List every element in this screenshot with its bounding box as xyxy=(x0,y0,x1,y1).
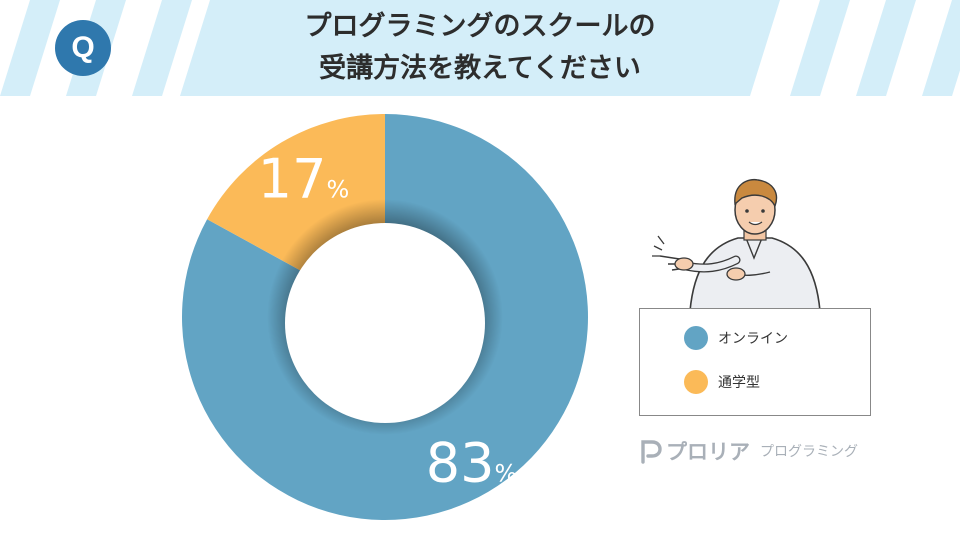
slice-value-commute: 17 xyxy=(258,147,327,210)
slice-label-online: 83% xyxy=(426,431,518,494)
slice-unit-commute: % xyxy=(327,175,350,203)
legend-label-commute: 通学型 xyxy=(718,375,760,391)
brand-name: プロリア xyxy=(666,440,750,464)
title-line-2: 受講方法を教えてください xyxy=(319,53,641,84)
donut-hole xyxy=(285,223,485,423)
brand-logo: プロリア プログラミング xyxy=(640,436,858,466)
pointing-man-illustration xyxy=(652,178,821,311)
legend-label-online: オンライン xyxy=(718,331,788,347)
legend-swatch-online xyxy=(684,326,708,350)
slice-unit-online: % xyxy=(494,459,517,487)
q-badge-icon: Q xyxy=(55,20,111,76)
donut-chart: 83%17% xyxy=(181,114,588,520)
slice-label-commute: 17% xyxy=(258,147,350,210)
brand-subtitle: プログラミング xyxy=(760,444,858,460)
legend-item-online: オンライン xyxy=(684,326,788,350)
chart-legend: オンライン 通学型 xyxy=(639,308,871,416)
legend-swatch-commute xyxy=(684,370,708,394)
header-banner: Q プログラミングのスクールの 受講方法を教えてください xyxy=(0,0,960,96)
slice-value-online: 83 xyxy=(426,431,495,494)
title-line-1: プログラミングのスクールの xyxy=(304,11,656,42)
legend-item-commute: 通学型 xyxy=(684,370,760,394)
proria-logo-icon xyxy=(641,440,662,464)
page-title: プログラミングのスクールの 受講方法を教えてください xyxy=(200,6,760,90)
